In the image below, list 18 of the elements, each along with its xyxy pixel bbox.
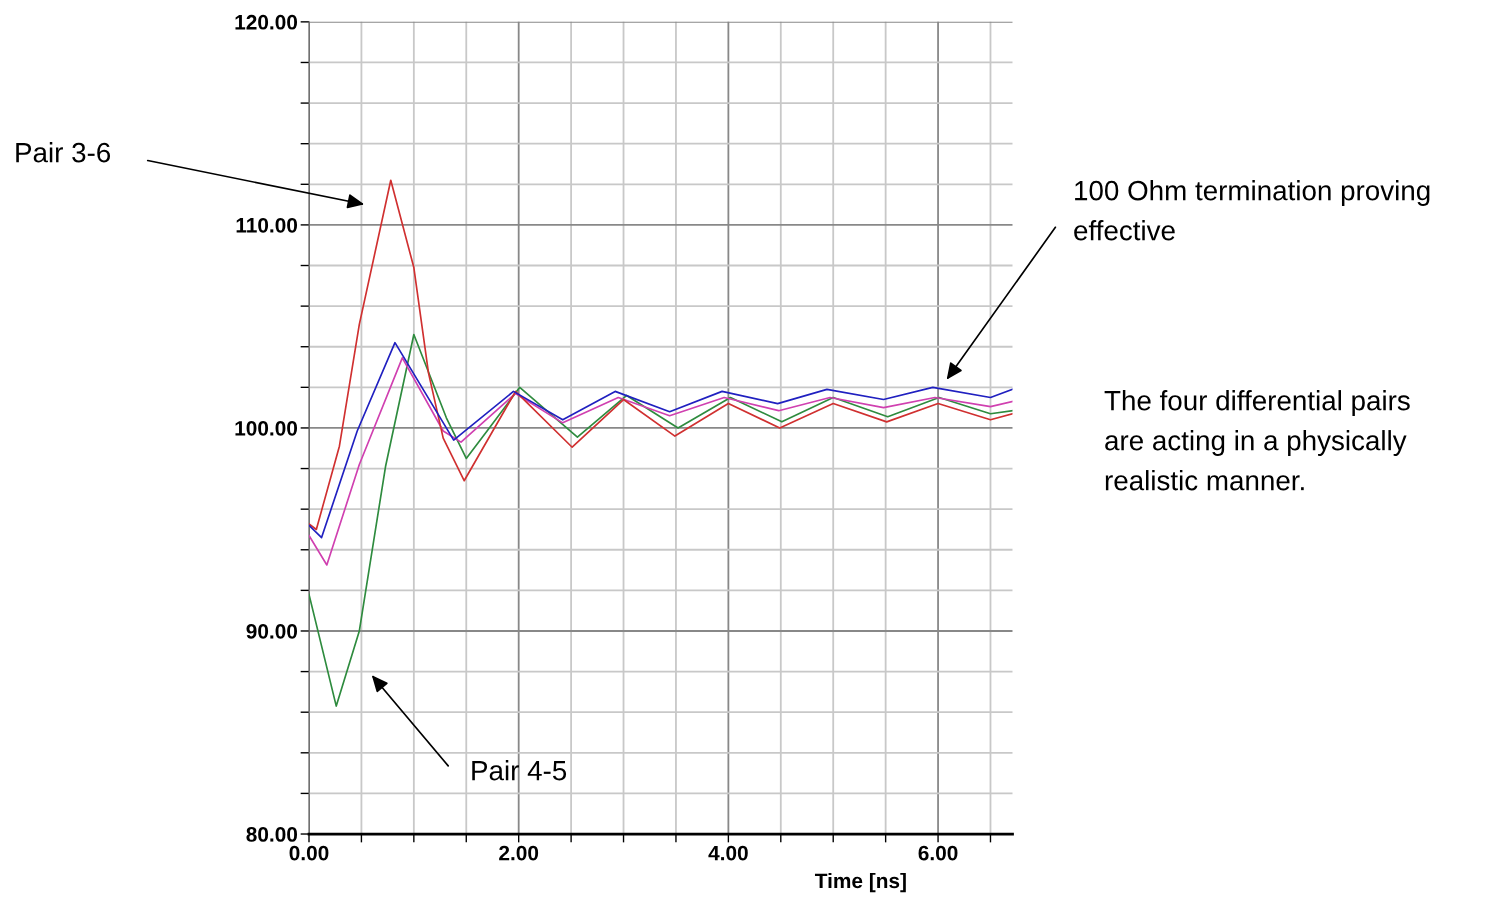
line-series [309,333,1013,707]
text: 100 Ohm termination proving effective [1074,180,1430,241]
y-tick-label: 110.00 [236,217,298,233]
annotation: Pair 4-5 [472,760,567,781]
y-tick-label: 90.00 [246,623,298,639]
y-tick-label: 120.00 [235,14,298,30]
x-tick-label: 4.00 [708,845,748,861]
line-series [309,357,1013,566]
y-tick-label: 100.00 [235,420,298,436]
line-series [309,179,1013,531]
x-tick-label: 0.00 [289,845,329,861]
y-tick-label: 80.00 [246,827,298,842]
x-tick-label: 2.00 [499,845,539,861]
text: The four differential pairs are acting in a physically realistic manner. [1104,390,1410,491]
x-tick-label: 6.00 [918,845,958,861]
line-series [309,341,1013,539]
x-axis-title: Time [ns] [814,872,906,893]
text: Pair 3-6 [16,142,111,163]
